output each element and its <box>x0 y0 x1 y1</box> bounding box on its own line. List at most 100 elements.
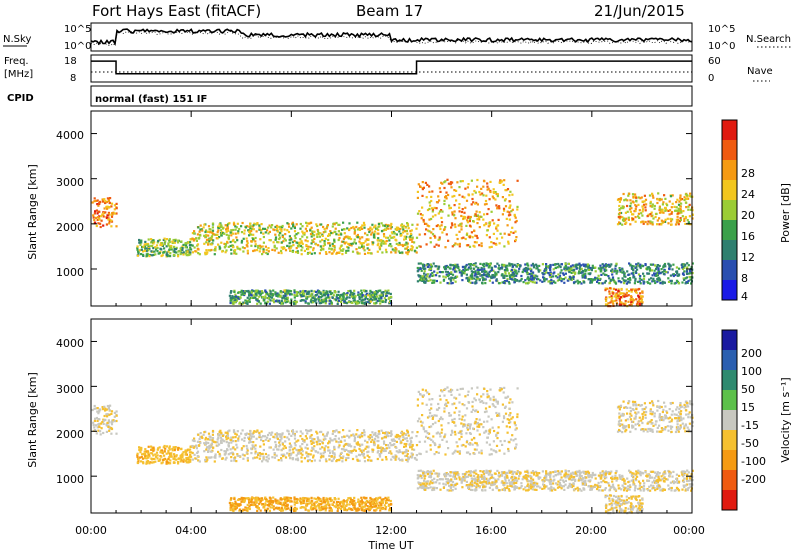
velocity-echo-cell <box>223 440 226 443</box>
power-echo-cell <box>373 298 376 301</box>
power-echo-cell <box>299 238 302 241</box>
power-echo-cell <box>607 302 610 305</box>
power-echo-cell <box>333 248 336 251</box>
velocity-echo-cell <box>256 509 259 512</box>
velocity-echo-cell <box>105 413 108 416</box>
power-echo-cell <box>550 278 553 282</box>
power-echo-cell <box>182 243 185 246</box>
power-echo-cell <box>402 228 405 231</box>
velocity-echo-cell <box>317 498 320 501</box>
velocity-echo-cell <box>367 450 370 453</box>
power-echo-cell <box>656 219 659 222</box>
power-echo-cell <box>253 249 256 252</box>
power-echo-cell <box>182 251 185 254</box>
power-echo-cell <box>676 272 679 275</box>
power-echo-cell <box>625 288 628 291</box>
velocity-echo-cell <box>219 436 223 439</box>
power-echo-cell <box>469 215 472 219</box>
power-echo-cell <box>673 205 676 208</box>
velocity-echo-cell <box>252 435 255 438</box>
power-echo-cell <box>478 190 481 194</box>
power-echo-cell <box>524 270 527 273</box>
power-echo-cell <box>227 245 230 248</box>
power-echo-cell <box>199 224 202 227</box>
power-echo-cell <box>288 238 291 241</box>
power-echo-cell <box>105 223 108 226</box>
velocity-echo-cell <box>220 431 223 434</box>
power-echo-cell <box>675 218 678 221</box>
power-echo-cell <box>189 251 192 254</box>
velocity-echo-cell <box>404 454 407 458</box>
velocity-echo-cell <box>161 461 164 464</box>
power-echo-cell <box>601 263 604 266</box>
power-echo-cell <box>172 253 176 257</box>
power-echo-cell <box>623 295 626 298</box>
velocity-echo-cell <box>112 419 115 422</box>
velocity-echo-cell <box>346 453 349 456</box>
power-echo-cell <box>268 295 271 298</box>
power-echo-cell <box>342 248 345 251</box>
power-echo-cell <box>651 194 654 197</box>
power-echo-cell <box>158 252 161 255</box>
power-echo-cell <box>562 273 565 276</box>
power-echo-cell <box>559 271 562 274</box>
power-echo-cell <box>395 242 398 245</box>
velocity-echo-cell <box>303 439 306 442</box>
power-echo-cell <box>248 294 251 297</box>
power-echo-cell <box>223 242 226 245</box>
velocity-echo-cell <box>141 457 145 460</box>
power-echo-cell <box>610 295 613 298</box>
power-echo-cell <box>431 265 434 268</box>
power-echo-cell <box>361 294 364 297</box>
velocity-echo-cell <box>214 455 217 458</box>
velocity-echo-cell <box>361 506 364 509</box>
power-echo-cell <box>471 274 474 277</box>
velocity-echo-cell <box>294 509 297 512</box>
power-echo-cell <box>312 240 315 243</box>
power-echo-cell <box>363 249 366 252</box>
power-echo-cell <box>196 244 199 247</box>
power-echo-cell <box>205 241 208 244</box>
power-echo-cell <box>229 240 232 244</box>
power-echo-cell <box>387 292 390 295</box>
power-echo-cell <box>483 203 487 206</box>
power-echo-cell <box>428 230 431 233</box>
power-echo-cell <box>451 213 454 216</box>
power-echo-cell <box>559 266 562 269</box>
velocity-echo-cell <box>152 446 155 449</box>
velocity-echo-cell <box>282 497 285 501</box>
power-echo-cell <box>307 245 310 248</box>
power-echo-cell <box>473 274 476 277</box>
velocity-echo-cell <box>267 433 270 437</box>
power-echo-cell <box>455 265 458 268</box>
power-echo-cell <box>422 279 425 282</box>
velocity-echo-cell <box>96 426 99 429</box>
velocity-echo-cell <box>341 460 344 463</box>
power-echo-cell <box>390 295 393 298</box>
velocity-echo-cell <box>315 430 318 433</box>
power-echo-cell <box>688 215 691 218</box>
power-echo-cell <box>449 264 452 267</box>
power-echo-cell <box>508 262 511 265</box>
velocity-echo-cell <box>113 420 116 423</box>
power-echo-cell <box>629 298 633 302</box>
power-echo-cell <box>474 213 477 216</box>
freq-tick-bottom: 8 <box>70 73 76 84</box>
power-echo-cell <box>333 246 336 249</box>
power-echo-cell <box>483 269 486 272</box>
power-echo-cell <box>250 227 254 231</box>
power-echo-cell <box>657 267 660 270</box>
power-echo-cell <box>689 208 692 211</box>
power-echo-cell <box>403 235 406 238</box>
velocity-echo-cell <box>115 419 118 423</box>
velocity-echo-cell <box>350 450 353 453</box>
power-echo-cell <box>403 238 406 241</box>
velocity-echo-cell <box>280 437 283 440</box>
velocity-echo-cell <box>240 447 244 450</box>
velocity-echo-cell <box>379 496 382 499</box>
velocity-echo-cell <box>311 446 314 449</box>
velocity-echo-cell <box>317 502 320 505</box>
velocity-echo-cell <box>409 442 412 445</box>
power-echo-cell <box>310 226 313 229</box>
power-echo-cell <box>268 239 271 242</box>
